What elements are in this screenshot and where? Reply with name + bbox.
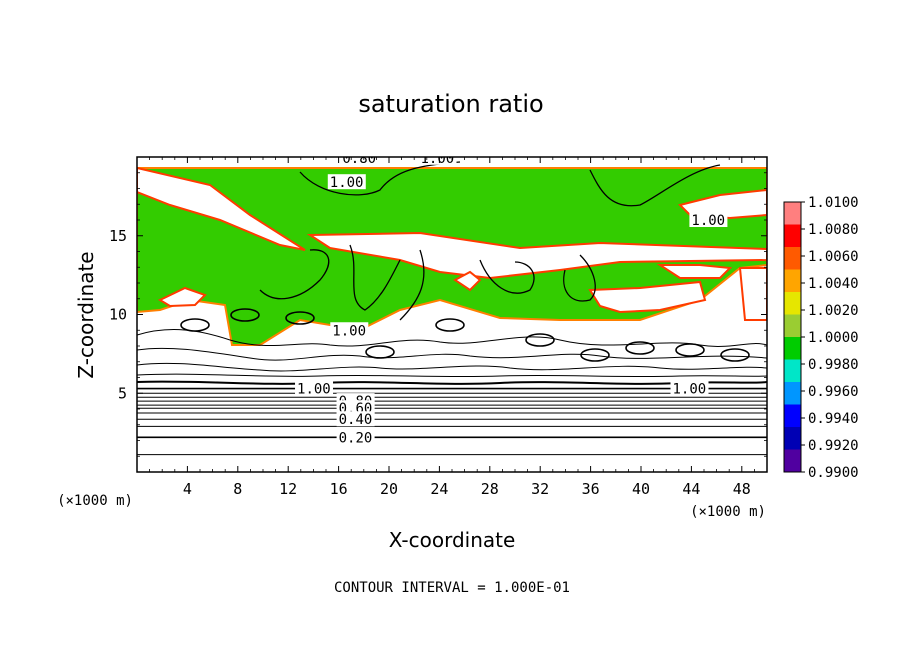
colorbar-label: 1.0020 [808, 303, 859, 319]
contour-label-bg [327, 174, 366, 190]
contour-label: 1.00 [332, 323, 366, 339]
x-tick-label: 44 [682, 480, 700, 498]
contour-label-bg [330, 322, 369, 338]
contour-blob [625, 341, 655, 355]
y-tick-label: 10 [109, 306, 127, 324]
contour-blob [285, 311, 315, 325]
contour-blob [180, 318, 210, 332]
colorbar-swatch [784, 247, 801, 270]
subsaturated-patch [453, 270, 482, 292]
y-axis-label: Z-coordinate [74, 251, 98, 378]
x-tick-label: 12 [279, 480, 297, 498]
colorbar-label: 0.9940 [808, 411, 859, 427]
contour-label: 0.40 [339, 412, 373, 428]
x-tick-label: 8 [233, 480, 242, 498]
contour-label-bg [336, 411, 375, 427]
colorbar-label: 1.0060 [808, 249, 859, 265]
contour-label-bg [689, 212, 728, 227]
x-tick-label: 20 [380, 480, 398, 498]
colorbar-swatch [784, 449, 801, 473]
contour-label: 0.80 [342, 151, 376, 167]
contour-label-bg [336, 429, 375, 445]
x-tick-label: 16 [330, 480, 348, 498]
contour-label-bg [340, 157, 379, 165]
subsaturated-patch [157, 286, 207, 308]
x-units-label: (×1000 m) [690, 504, 766, 520]
colorbar-swatch [784, 337, 801, 360]
contour-blob [435, 318, 465, 332]
subsaturated-patch [588, 280, 707, 314]
contour-line [589, 164, 721, 207]
colorbar-label: 1.0040 [808, 276, 859, 292]
subsaturated-patch [137, 166, 306, 251]
contour-label: 1.00 [330, 175, 364, 191]
contour-line [479, 259, 535, 294]
contour-line [399, 249, 425, 321]
colorbar-swatch [784, 404, 801, 428]
contour-label-bg [670, 380, 709, 396]
colorbar-swatch [784, 382, 801, 405]
contour-blob [675, 343, 705, 357]
contour-line [349, 244, 401, 311]
colorbar-label: 0.9960 [808, 384, 859, 400]
contour-blob [525, 333, 555, 347]
x-tick-label: 4 [183, 480, 192, 498]
colorbar-label: 1.0080 [808, 222, 859, 238]
y-units-label: (×1000 m) [57, 493, 133, 509]
y-tick-label: 5 [118, 384, 127, 402]
plot-area: 0.801.001.001.001.001.001.000.800.600.40… [109, 151, 768, 498]
contour-blob [580, 348, 610, 362]
colorbar-swatch [784, 314, 801, 338]
contour-line [563, 254, 596, 302]
contour-label: 1.00 [691, 213, 725, 229]
chart-title: saturation ratio [358, 90, 543, 118]
colorbar: 1.0100 1.0080 1.0060 1.0040 1.0020 1.0000 0.99… [783, 195, 859, 481]
x-tick-label: 36 [582, 480, 600, 498]
contour-label-bg [418, 157, 457, 165]
colorbar-swatch [784, 224, 801, 248]
subsaturated-patch [656, 264, 733, 279]
contour-line [137, 362, 767, 372]
y-tick-label: 15 [109, 227, 127, 245]
x-tick-label: 48 [733, 480, 751, 498]
contour-line [259, 249, 330, 300]
contour-label: 0.20 [339, 430, 373, 446]
colorbar-label: 0.9980 [808, 357, 859, 373]
x-tick-label: 28 [481, 480, 499, 498]
colorbar-label: 1.0100 [808, 195, 859, 211]
contour-interval-note: CONTOUR INTERVAL = 1.000E-01 [334, 580, 570, 596]
contour-line [299, 161, 461, 196]
x-tick-label: 32 [531, 480, 549, 498]
contour-blob [230, 308, 260, 322]
colorbar-label: 1.0000 [808, 330, 859, 346]
contour-line [137, 373, 767, 378]
colorbar-label: 0.9920 [808, 438, 859, 454]
colorbar-swatch [784, 269, 801, 293]
contour-line [137, 347, 767, 361]
contour-label-bg [295, 380, 334, 396]
contour-blob [365, 345, 395, 359]
field-layer: 0.801.001.001.001.001.001.000.800.600.40… [137, 151, 767, 456]
colorbar-swatch [784, 292, 801, 315]
colorbar-swatch [784, 359, 801, 383]
colorbar-label: 0.9900 [808, 465, 859, 481]
x-tick-label: 40 [632, 480, 650, 498]
contour-label: 1.00 [421, 151, 455, 167]
subsaturated-patch [738, 267, 767, 321]
contour-label: 1.00 [297, 382, 331, 398]
colorbar-swatch [784, 202, 801, 225]
contour-label: 1.00 [673, 382, 707, 398]
contour-blob [720, 348, 750, 362]
x-axis-label: X-coordinate [389, 528, 516, 552]
x-tick-label: 24 [430, 480, 448, 498]
colorbar-swatch [784, 427, 801, 450]
